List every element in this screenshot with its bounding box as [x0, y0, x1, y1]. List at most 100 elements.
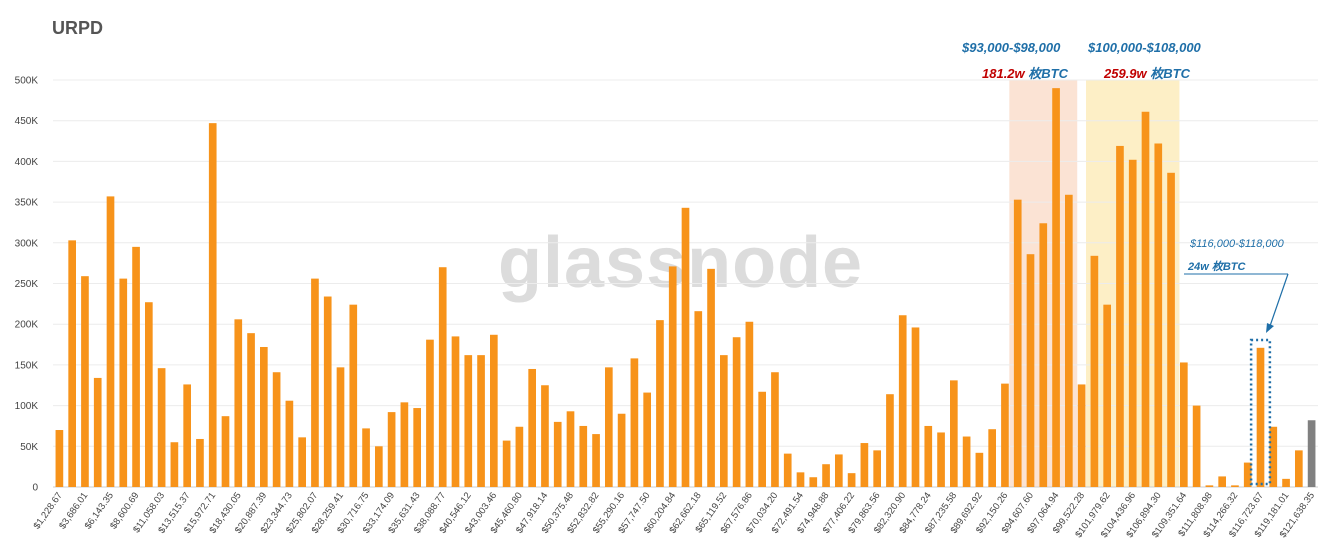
bar — [1282, 478, 1290, 487]
bar — [1167, 172, 1175, 487]
bar — [451, 336, 460, 487]
bar — [962, 436, 971, 487]
bar — [1154, 143, 1163, 487]
bar — [771, 372, 779, 487]
bar — [1013, 199, 1022, 487]
bar — [732, 337, 741, 487]
bar — [1243, 462, 1252, 487]
bar — [413, 408, 421, 487]
bar — [988, 429, 996, 487]
bar — [566, 411, 575, 487]
bar — [553, 421, 562, 487]
bar — [106, 196, 115, 488]
y-tick-label: 250K — [15, 279, 39, 290]
bar — [196, 438, 204, 487]
annotation-1-amount: 181.2w 枚BTC — [982, 63, 1068, 82]
bar — [311, 278, 319, 487]
bar — [720, 355, 728, 487]
bar — [55, 430, 64, 487]
y-tick-label: 400K — [15, 157, 39, 168]
bar — [860, 443, 869, 487]
bar — [937, 432, 945, 487]
annotation-3-range: $116,000-$118,000 — [1190, 238, 1284, 250]
y-tick-label: 150K — [15, 360, 39, 371]
bar — [1180, 362, 1188, 487]
bar — [745, 321, 754, 487]
bar — [605, 367, 613, 487]
bar — [1256, 347, 1265, 487]
bar — [758, 391, 766, 487]
bar — [1192, 405, 1201, 487]
bar — [234, 319, 243, 487]
bar — [1307, 420, 1316, 487]
bar — [847, 473, 856, 487]
bar — [656, 320, 664, 487]
bar — [1052, 88, 1060, 487]
bar — [145, 302, 153, 487]
bar — [400, 402, 409, 487]
bar — [592, 434, 600, 487]
bar — [490, 334, 498, 487]
bar — [208, 123, 217, 487]
annotation-2-range: $100,000-$108,000 — [1088, 40, 1201, 55]
annotation-1-range: $93,000-$98,000 — [962, 40, 1061, 55]
bar — [1077, 384, 1086, 487]
bar — [464, 355, 473, 487]
annotation-2-amount-unit: 枚BTC — [1150, 66, 1190, 81]
bar — [1128, 159, 1137, 487]
y-tick-label: 200K — [15, 320, 39, 331]
bar — [285, 400, 294, 487]
bar — [1141, 111, 1150, 487]
chart-title: URPD — [52, 18, 104, 38]
annotation-3-box — [1249, 338, 1272, 486]
watermark: glassnode — [498, 223, 864, 303]
bar — [617, 413, 626, 487]
annotation-1-amount-unit: 枚BTC — [1028, 66, 1068, 81]
annotation-3-amount: 24w 枚BTC — [1188, 258, 1245, 274]
bar — [975, 452, 984, 487]
bar — [362, 428, 370, 487]
bar — [515, 426, 524, 487]
bar — [349, 304, 358, 487]
bar — [375, 446, 383, 487]
bar — [272, 372, 281, 487]
bar — [1218, 476, 1226, 487]
bar — [835, 454, 843, 487]
y-tick-label: 450K — [15, 116, 39, 127]
bar — [1116, 145, 1124, 487]
annotation-2-amount: 259.9w 枚BTC — [1104, 63, 1190, 82]
bar — [438, 267, 447, 487]
y-tick-label: 500K — [15, 76, 39, 87]
annotation-3-amount-value: 24w — [1188, 261, 1209, 273]
bar — [873, 450, 881, 487]
y-tick-label: 0 — [32, 483, 38, 494]
bar — [260, 346, 268, 487]
bar — [924, 425, 933, 487]
bar — [1269, 426, 1278, 487]
bar — [247, 333, 255, 487]
y-tick-label: 350K — [15, 198, 39, 209]
y-tick-label: 50K — [20, 442, 38, 453]
bar — [579, 425, 588, 487]
bar — [68, 240, 76, 487]
bar — [630, 358, 639, 487]
bar — [541, 385, 549, 487]
bar — [707, 268, 715, 487]
bar — [132, 246, 140, 487]
bar — [477, 355, 485, 487]
bar — [809, 477, 818, 487]
bar — [1295, 450, 1303, 487]
bar — [1026, 254, 1035, 487]
bar — [183, 384, 191, 487]
bar — [886, 394, 894, 487]
bar — [1065, 194, 1073, 488]
bar — [93, 377, 102, 487]
bar — [911, 327, 920, 487]
bar — [81, 276, 89, 487]
bar — [1231, 485, 1239, 487]
annotation-3-arrow — [1269, 273, 1289, 327]
bar — [221, 416, 230, 487]
bar — [1205, 485, 1214, 487]
bar — [336, 367, 345, 487]
